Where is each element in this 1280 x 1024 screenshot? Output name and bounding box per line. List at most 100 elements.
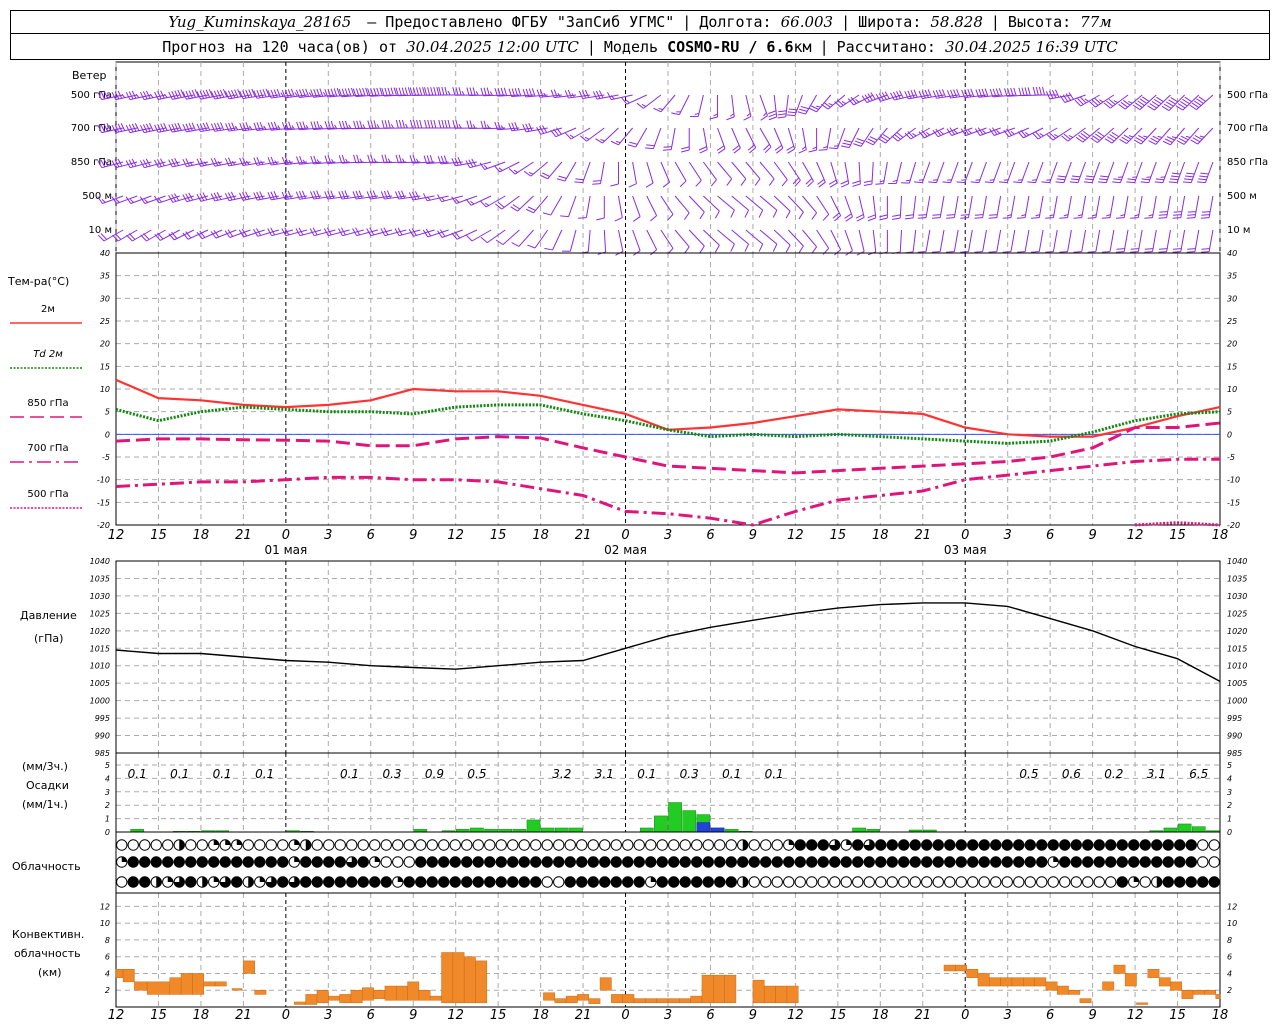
wind-barb-flag bbox=[542, 212, 551, 216]
wind-barb-flag bbox=[978, 89, 983, 98]
wind-barb-flag bbox=[338, 155, 343, 164]
wind-barb bbox=[1074, 94, 1100, 107]
wind-barb-shaft bbox=[759, 94, 768, 116]
wind-barb bbox=[918, 89, 945, 100]
wind-barb-flag bbox=[379, 87, 383, 96]
y-tick-label: 30 bbox=[100, 294, 110, 303]
wind-barb-flag bbox=[376, 124, 380, 129]
wind-barb-flag bbox=[525, 208, 534, 214]
cloud-cover-symbol bbox=[127, 876, 139, 888]
wind-barb-flag bbox=[208, 89, 214, 98]
cloud-cover-symbol bbox=[426, 839, 438, 851]
wind-barb-flag bbox=[646, 144, 655, 147]
cloud-cover-symbol bbox=[852, 876, 864, 888]
convective-bar bbox=[1000, 977, 1013, 987]
wind-barb-flag bbox=[281, 191, 286, 200]
cloud-cover-symbol bbox=[852, 839, 864, 851]
wind-barb-flag bbox=[182, 232, 189, 240]
wind-barb bbox=[324, 190, 350, 200]
wind-barb-shaft bbox=[899, 229, 903, 252]
wind-barb-flag bbox=[262, 89, 267, 98]
wind-barb-flag bbox=[1016, 251, 1026, 253]
wind-barb-flag bbox=[598, 90, 604, 99]
precip-3h-label: 3.1 bbox=[1147, 767, 1166, 781]
wind-barb-flag bbox=[180, 89, 185, 98]
wind-barb-flag bbox=[746, 113, 751, 117]
wind-barb-flag bbox=[511, 122, 516, 131]
cloud-circle bbox=[449, 876, 461, 888]
wind-barb bbox=[380, 227, 407, 237]
cloud-cover-symbol bbox=[1208, 876, 1220, 888]
wind-barb-flag bbox=[295, 228, 301, 236]
y-tick-label: 4 bbox=[105, 774, 110, 783]
cloud-circle bbox=[426, 856, 438, 868]
wind-barb bbox=[681, 128, 690, 153]
cloud-cover-symbol bbox=[311, 839, 323, 851]
wind-barb-shaft bbox=[632, 229, 641, 251]
y-tick-label: 1015 bbox=[90, 644, 110, 653]
cloud-cover-symbol bbox=[1036, 839, 1048, 851]
wind-barb-flag bbox=[256, 90, 261, 99]
wind-barb bbox=[1061, 127, 1086, 142]
cloud-cover-symbol bbox=[967, 839, 979, 851]
wind-barb-shaft bbox=[518, 229, 534, 247]
wind-barb bbox=[1186, 229, 1200, 253]
wind-barb-flag bbox=[694, 112, 700, 115]
wind-barb-shaft bbox=[497, 94, 520, 97]
wind-barb bbox=[1104, 127, 1129, 144]
wind-barb-flag bbox=[230, 191, 236, 200]
wind-barb-shaft bbox=[899, 195, 903, 218]
wind-barb-flag bbox=[556, 178, 566, 182]
wind-barb-flag bbox=[416, 119, 420, 129]
wind-barb-flag bbox=[1149, 103, 1157, 109]
wind-barb-shaft bbox=[759, 195, 778, 211]
wind-barb-shaft bbox=[285, 127, 308, 131]
wind-barb bbox=[787, 229, 804, 254]
wind-barb-flag bbox=[768, 116, 777, 121]
wind-barb-shaft bbox=[1162, 161, 1171, 183]
x-tick-label: 21 bbox=[235, 1008, 252, 1023]
wind-barb-flag bbox=[210, 158, 216, 167]
cloud-cover-symbol bbox=[162, 876, 174, 888]
wind-barb-flag bbox=[1137, 100, 1145, 106]
wind-barb-shaft bbox=[243, 229, 265, 238]
wind-barb-flag bbox=[1154, 181, 1163, 184]
wind-barb-flag bbox=[730, 243, 735, 252]
y-tick-label: 12 bbox=[100, 902, 110, 911]
wind-barb-shaft bbox=[1123, 195, 1129, 218]
cloud-cover-symbol bbox=[1174, 839, 1186, 851]
cloud-circle bbox=[300, 876, 312, 888]
cloud-cover-symbol bbox=[702, 856, 714, 868]
wind-barb-flag bbox=[171, 123, 176, 132]
cloud-circle bbox=[150, 856, 162, 868]
cloud-cover-symbol bbox=[691, 876, 703, 888]
wind-barb-flag bbox=[231, 160, 236, 166]
wind-barb-flag bbox=[1091, 99, 1099, 106]
wind-barb-flag bbox=[865, 140, 874, 146]
model-label: Модель bbox=[603, 37, 659, 56]
wind-barb-shaft bbox=[158, 161, 180, 168]
wind-barb-shaft bbox=[256, 161, 279, 166]
x-tick-label: 6 bbox=[1046, 1008, 1054, 1023]
cloud-circle bbox=[1116, 876, 1128, 888]
precip-3h-label: 0.3 bbox=[680, 767, 699, 781]
rain-bar bbox=[569, 827, 583, 833]
wind-barb-flag bbox=[274, 160, 278, 165]
cloud-cover-symbol bbox=[645, 839, 657, 851]
wind-barb-flag bbox=[1123, 134, 1132, 140]
wind-barb-shaft bbox=[1182, 94, 1200, 111]
cloud-circle bbox=[748, 856, 760, 868]
cloud-circle bbox=[599, 839, 611, 851]
wind-barb-flag bbox=[1192, 137, 1201, 143]
wind-barb bbox=[1147, 94, 1171, 111]
wind-barb-flag bbox=[1150, 137, 1159, 143]
cloud-circle bbox=[932, 876, 944, 888]
wind-barb-flag bbox=[196, 193, 202, 202]
cloud-cover-symbol bbox=[978, 839, 990, 851]
wind-barb-flag bbox=[1128, 100, 1133, 104]
wind-barb-flag bbox=[438, 119, 442, 129]
wind-barb bbox=[988, 195, 1002, 219]
cloud-cover-symbol bbox=[760, 876, 772, 888]
cloud-cover-symbol bbox=[1093, 876, 1105, 888]
wind-barb-flag bbox=[341, 88, 346, 97]
